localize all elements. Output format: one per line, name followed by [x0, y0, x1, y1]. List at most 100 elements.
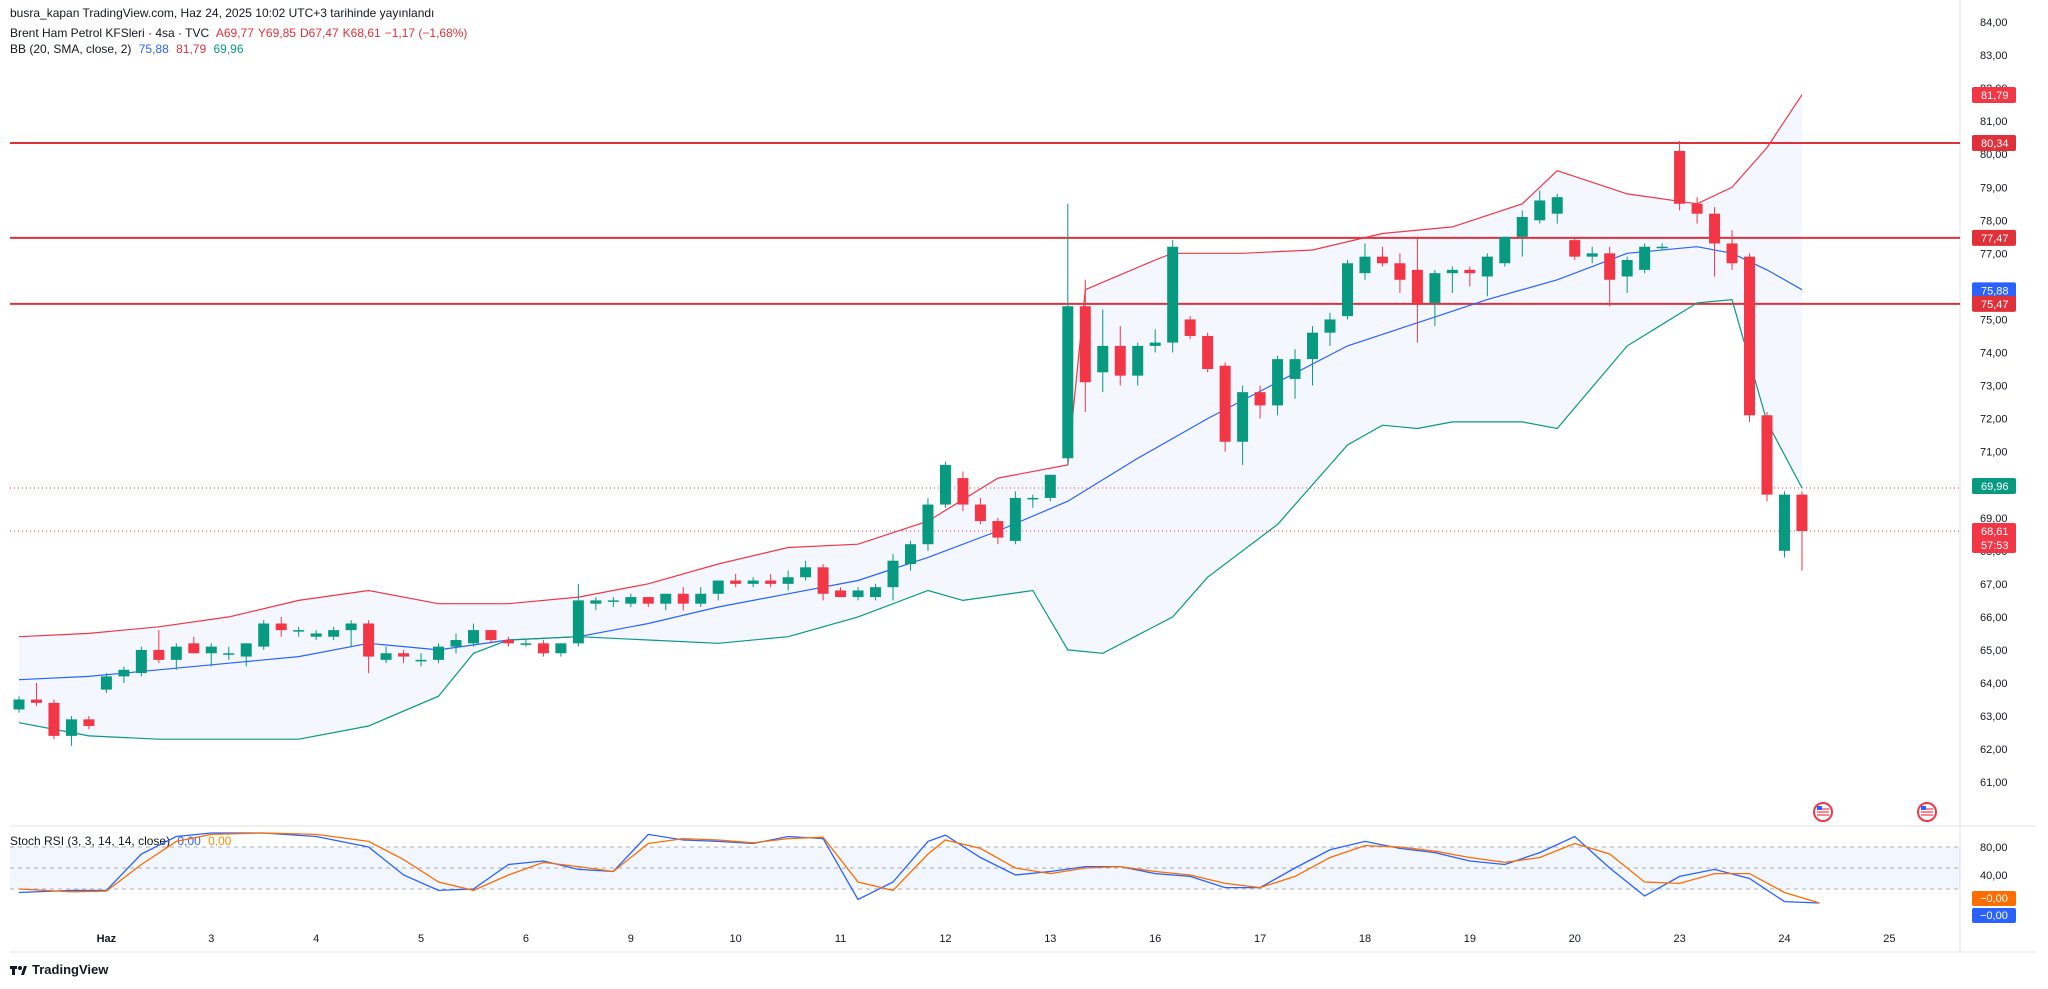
badge-level-1-bg	[1972, 134, 2016, 151]
candle	[83, 716, 95, 730]
badge-bb-lower-bg	[1972, 478, 2016, 495]
price-axis-tick: 73,00	[1980, 381, 2008, 393]
price-axis-tick: 64,00	[1980, 678, 2008, 690]
time-axis-label: 6	[523, 933, 529, 945]
candle	[205, 643, 217, 667]
candle	[695, 587, 707, 607]
price-axis-tick: 79,00	[1980, 182, 2008, 194]
price-axis-tick: 78,00	[1980, 215, 2008, 227]
candle-body	[904, 544, 916, 565]
candle-body	[363, 623, 375, 657]
badge-bb-upper-bg	[1972, 87, 2016, 104]
candle	[1324, 312, 1336, 346]
candle-body	[1464, 269, 1476, 274]
candle	[712, 580, 724, 601]
candle-body	[660, 593, 672, 604]
candle-body	[1394, 263, 1406, 280]
price-axis-tick: 63,00	[1980, 711, 2008, 723]
candle	[48, 699, 60, 740]
candle-body	[275, 623, 287, 631]
candle-body	[310, 633, 322, 637]
candle	[537, 640, 549, 657]
candle	[1044, 474, 1056, 502]
symbol-legend[interactable]: Brent Ham Petrol KFSleri · 4sa · TVC A69…	[10, 26, 475, 40]
candle-body	[1219, 365, 1231, 442]
candle	[1184, 316, 1196, 340]
candle	[1569, 236, 1581, 260]
candle	[415, 653, 427, 667]
candle-body	[817, 567, 829, 594]
candle-body	[223, 653, 235, 655]
candle-body	[1097, 345, 1109, 373]
candle	[642, 597, 654, 607]
badge-countdown: 57:53	[1981, 540, 2009, 552]
candle-body	[677, 593, 689, 604]
tradingview-brand: TradingView	[32, 962, 109, 977]
badge-bb-upper: 81,79	[1981, 90, 2009, 102]
candle	[870, 583, 882, 601]
candle	[398, 649, 410, 664]
time-axis-label: 25	[1883, 933, 1895, 945]
candle	[1341, 259, 1353, 320]
candle	[1656, 243, 1668, 251]
candle-body	[1062, 306, 1074, 459]
candle-body	[1778, 494, 1790, 551]
time-axis-label: 3	[208, 933, 214, 945]
candle-body	[765, 580, 777, 584]
time-axis-label: 13	[1044, 933, 1056, 945]
time-axis-label: 4	[313, 933, 319, 945]
candle	[293, 626, 305, 637]
candle	[1534, 190, 1546, 224]
candle	[1254, 385, 1266, 419]
candle-body	[1027, 497, 1039, 500]
candle	[607, 597, 619, 607]
candle-body	[48, 702, 60, 736]
candle	[363, 620, 375, 674]
candle-body	[1429, 273, 1441, 303]
candle-body	[747, 580, 759, 584]
badge-level-3: 75,47	[1981, 299, 2009, 311]
badge-bb-basis-bg	[1972, 282, 2016, 299]
price-axis-tick: 62,00	[1980, 744, 2008, 756]
candle	[747, 577, 759, 588]
candle-body	[1446, 269, 1458, 274]
stoch-legend[interactable]: Stoch RSI (3, 3, 14, 14, close) 0,00 0,0…	[10, 834, 236, 848]
candle	[65, 716, 77, 746]
candle-body	[1411, 269, 1423, 303]
time-axis-label: 10	[730, 933, 742, 945]
candle	[380, 646, 392, 664]
candle	[1744, 253, 1756, 422]
candle-body	[1359, 256, 1371, 274]
candle-body	[30, 699, 42, 703]
candle-body	[153, 649, 165, 660]
candle-body	[1079, 306, 1091, 383]
candle	[1796, 491, 1808, 571]
stoch-badge-k-bg	[1972, 908, 2016, 923]
candle-body	[1202, 335, 1214, 370]
tradingview-logo[interactable]: TradingView	[10, 962, 108, 977]
candle-body	[835, 590, 847, 598]
time-axis-label: 18	[1359, 933, 1371, 945]
candle-body	[328, 630, 340, 637]
candle-body	[1796, 494, 1808, 531]
badge-level-2-bg	[1972, 229, 2016, 246]
candle-body	[188, 643, 200, 654]
candle	[1062, 203, 1074, 465]
candle-body	[782, 577, 794, 584]
candle	[1499, 236, 1511, 267]
time-axis-label: 16	[1149, 933, 1161, 945]
candle-body	[555, 643, 567, 654]
candle	[1586, 246, 1598, 264]
bb-legend[interactable]: BB (20, SMA, close, 2) 75,88 81,79 69,96	[10, 42, 248, 56]
candle-body	[695, 593, 707, 604]
price-axis-tick: 84,00	[1980, 17, 2008, 29]
candle	[1394, 253, 1406, 294]
price-axis-tick: 80,00	[1980, 149, 2008, 161]
symbol-title: Brent Ham Petrol KFSleri · 4sa · TVC	[10, 26, 210, 40]
bb-band-fill	[19, 94, 1802, 740]
stoch-badge-d-bg	[1972, 891, 2016, 906]
candle	[800, 560, 812, 581]
badge-last-bg	[1972, 522, 2016, 553]
candle	[1726, 230, 1738, 270]
